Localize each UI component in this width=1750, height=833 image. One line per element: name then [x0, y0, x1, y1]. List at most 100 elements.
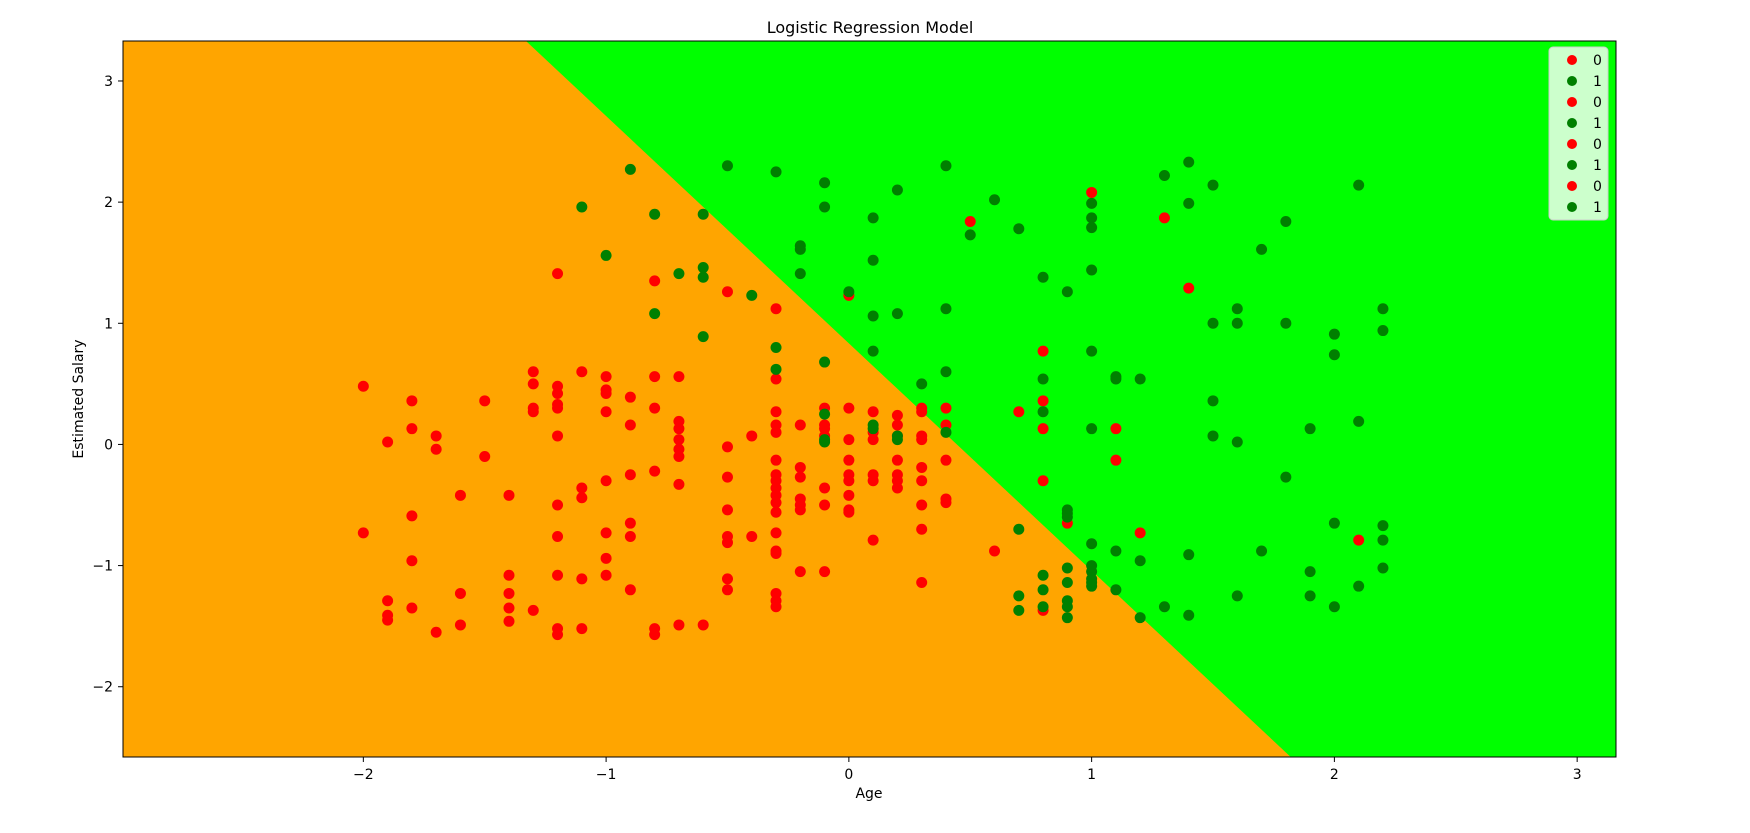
point-class-1 [770, 342, 782, 354]
point-class-0 [430, 626, 442, 638]
legend-label: 1 [1593, 116, 1602, 132]
point-class-0 [891, 454, 903, 466]
point-class-0 [916, 475, 928, 487]
point-class-1 [770, 166, 782, 178]
y-tick-label: 2 [104, 195, 113, 211]
point-class-0 [1037, 423, 1049, 435]
point-class-0 [843, 489, 855, 501]
scatter-points [357, 156, 1389, 641]
y-tick-label: −1 [92, 559, 113, 575]
point-class-0 [357, 380, 369, 392]
point-class-0 [576, 623, 588, 635]
point-class-1 [600, 249, 612, 261]
point-class-1 [1110, 373, 1122, 385]
point-class-0 [770, 373, 782, 385]
point-class-1 [1183, 609, 1195, 621]
y-axis-ticks: −2 −1 0 1 2 3 [92, 74, 123, 696]
point-class-1 [576, 201, 588, 213]
point-class-1 [1353, 415, 1365, 427]
point-class-1 [1231, 303, 1243, 315]
point-class-0 [770, 497, 782, 509]
legend-marker [1567, 76, 1577, 86]
point-class-1 [746, 289, 758, 301]
point-class-0 [1037, 475, 1049, 487]
point-class-1 [1280, 216, 1292, 228]
point-class-1 [1086, 345, 1098, 357]
point-class-0 [479, 395, 491, 407]
point-class-1 [867, 254, 879, 266]
point-class-1 [867, 212, 879, 224]
point-class-1 [721, 160, 733, 172]
point-class-1 [1377, 520, 1389, 532]
point-class-1 [794, 243, 806, 255]
point-class-1 [1304, 566, 1316, 578]
point-class-1 [1037, 601, 1049, 613]
point-class-0 [940, 402, 952, 414]
point-class-0 [624, 469, 636, 481]
point-class-1 [697, 262, 709, 274]
point-class-0 [576, 482, 588, 494]
point-class-0 [503, 587, 515, 599]
point-class-0 [552, 268, 564, 280]
legend-label: 1 [1593, 74, 1602, 90]
legend-marker [1567, 55, 1577, 65]
point-class-1 [1013, 523, 1025, 535]
point-class-1 [1061, 577, 1073, 589]
point-class-1 [819, 436, 831, 448]
point-class-0 [406, 395, 418, 407]
point-class-1 [940, 366, 952, 378]
point-class-1 [1207, 395, 1219, 407]
point-class-0 [1013, 406, 1025, 418]
point-class-1 [1353, 179, 1365, 191]
point-class-0 [940, 454, 952, 466]
point-class-0 [819, 566, 831, 578]
point-class-1 [819, 201, 831, 213]
point-class-0 [430, 430, 442, 442]
plot-frame [122, 40, 1617, 758]
point-class-1 [1061, 562, 1073, 574]
point-class-1 [1377, 303, 1389, 315]
x-tick-label: −2 [353, 767, 374, 783]
point-class-0 [843, 506, 855, 518]
point-class-1 [819, 408, 831, 420]
point-class-1 [624, 163, 636, 175]
point-class-0 [600, 406, 612, 418]
point-class-0 [503, 615, 515, 627]
point-class-1 [1328, 517, 1340, 529]
point-class-0 [721, 584, 733, 596]
x-axis-ticks: −2 −1 0 1 2 3 [353, 757, 1582, 783]
point-class-0 [357, 527, 369, 539]
point-class-1 [1183, 549, 1195, 561]
point-class-0 [770, 506, 782, 518]
point-class-0 [600, 388, 612, 400]
point-class-0 [746, 430, 758, 442]
point-class-0 [940, 497, 952, 509]
point-class-1 [697, 208, 709, 220]
point-class-1 [1134, 555, 1146, 567]
point-class-1 [770, 363, 782, 375]
point-class-0 [843, 454, 855, 466]
point-class-0 [916, 406, 928, 418]
point-class-0 [770, 454, 782, 466]
point-class-0 [721, 286, 733, 298]
point-class-0 [552, 499, 564, 511]
point-class-0 [649, 275, 661, 287]
point-class-0 [527, 406, 539, 418]
point-class-1 [1061, 511, 1073, 523]
legend-label: 0 [1593, 95, 1602, 111]
point-class-1 [891, 308, 903, 320]
point-class-0 [454, 587, 466, 599]
point-class-1 [1037, 271, 1049, 283]
point-class-1 [940, 160, 952, 172]
point-class-1 [1183, 197, 1195, 209]
point-class-0 [770, 601, 782, 613]
point-class-1 [1086, 264, 1098, 276]
point-class-1 [1086, 538, 1098, 550]
point-class-0 [552, 569, 564, 581]
point-class-0 [794, 419, 806, 431]
legend: 0 1 0 1 0 1 0 1 [1548, 46, 1609, 221]
point-class-0 [552, 430, 564, 442]
point-class-0 [406, 602, 418, 614]
point-class-0 [794, 461, 806, 473]
